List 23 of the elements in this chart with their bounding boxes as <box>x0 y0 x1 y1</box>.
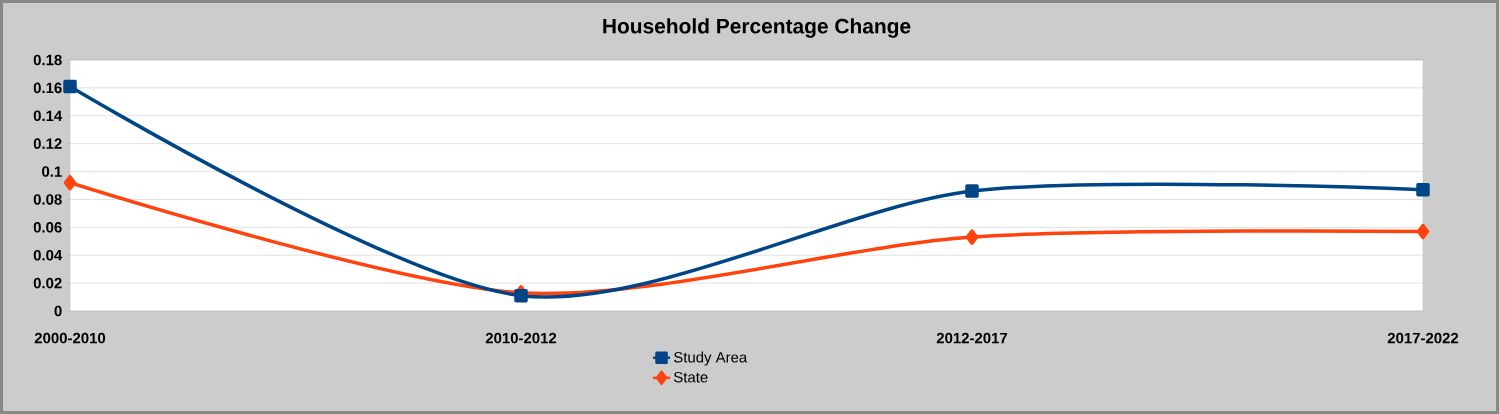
point <box>63 79 77 94</box>
y-tick-label: 0.06 <box>33 222 62 233</box>
point <box>965 229 979 245</box>
y-tick-label: 0.12 <box>33 138 62 149</box>
y-tick-label: 0.08 <box>33 194 62 205</box>
y-tick-label: 0.04 <box>33 249 63 261</box>
chart-title: Household Percentage Change <box>603 18 911 38</box>
legend-label: State <box>673 371 708 383</box>
y-tick-label: 0 <box>54 305 62 317</box>
x-tick-label: 2010-2012 <box>485 332 557 344</box>
y-tick-label: 0.14 <box>33 110 63 122</box>
point <box>965 184 979 198</box>
point <box>1416 182 1430 197</box>
y-tick-label: 0.18 <box>33 54 62 66</box>
x-tick-label: 2000-2010 <box>34 332 106 344</box>
point <box>63 174 77 191</box>
point <box>1416 223 1430 240</box>
x-tick-label: 2017-2022 <box>1387 332 1459 344</box>
y-tick-label: 0.02 <box>33 277 62 289</box>
y-tick-label: 0.1 <box>42 166 62 177</box>
y-tick-label: 0.16 <box>33 82 62 94</box>
legend-label: Study Area <box>673 351 748 366</box>
x-tick-label: 2012-2017 <box>936 332 1008 344</box>
